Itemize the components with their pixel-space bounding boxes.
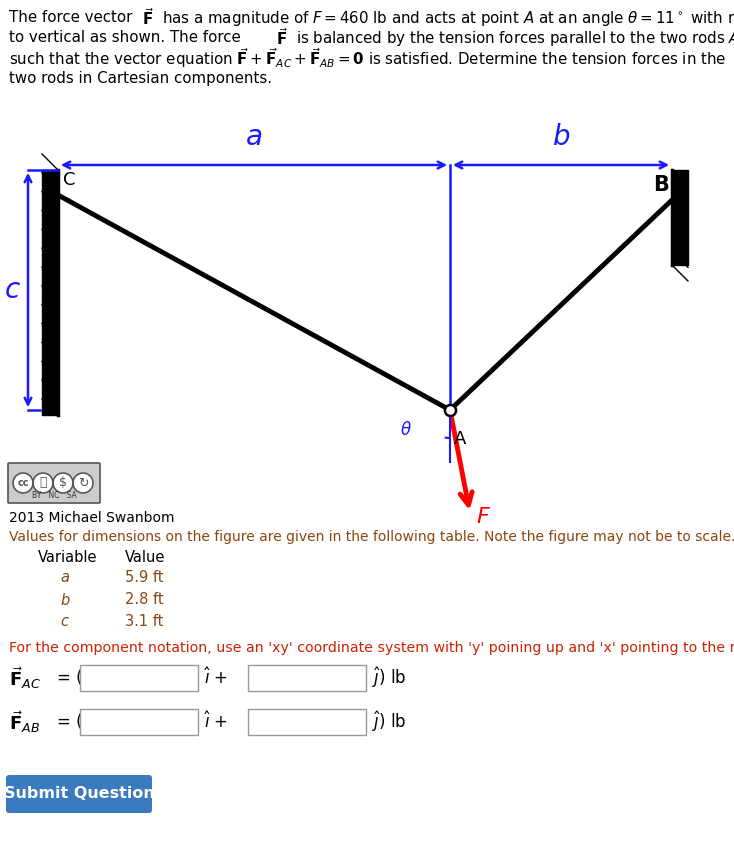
- Circle shape: [73, 473, 93, 493]
- Text: $\hat{\jmath}$) lb: $\hat{\jmath}$) lb: [372, 665, 407, 690]
- Text: C: C: [63, 171, 76, 189]
- Text: such that the vector equation $\vec{\mathbf{F}} + \vec{\mathbf{F}}_{AC} + \vec{\: such that the vector equation $\vec{\mat…: [9, 46, 726, 70]
- Text: $\vec{\mathbf{F}}$: $\vec{\mathbf{F}}$: [142, 8, 154, 28]
- Circle shape: [33, 473, 53, 493]
- FancyBboxPatch shape: [8, 463, 100, 503]
- Text: 5.9 ft: 5.9 ft: [125, 571, 164, 585]
- Text: 2013 Michael Swanbom: 2013 Michael Swanbom: [9, 511, 175, 525]
- Text: For the component notation, use an 'xy' coordinate system with 'y' poining up an: For the component notation, use an 'xy' …: [9, 641, 734, 655]
- Text: has a magnitude of $F = 460$ lb and acts at point $A$ at an angle $\theta = 11^\: has a magnitude of $F = 460$ lb and acts…: [162, 9, 734, 27]
- Bar: [248, 709, 366, 735]
- Circle shape: [13, 473, 33, 493]
- Text: $: $: [59, 476, 67, 490]
- Text: B: B: [653, 175, 669, 195]
- Text: is balanced by the tension forces parallel to the two rods $AC$ and $AB$: is balanced by the tension forces parall…: [296, 28, 734, 48]
- Bar: [80, 709, 198, 735]
- Text: $\theta$: $\theta$: [400, 421, 412, 439]
- Text: $\hat{\jmath}$) lb: $\hat{\jmath}$) lb: [372, 710, 407, 734]
- Text: $c$: $c$: [4, 276, 21, 304]
- Text: A: A: [454, 430, 466, 448]
- Text: The force vector: The force vector: [9, 10, 132, 26]
- Text: = (: = (: [57, 713, 82, 731]
- Text: 2.8 ft: 2.8 ft: [125, 592, 164, 607]
- Text: $\hat{\imath}$ +: $\hat{\imath}$ +: [204, 668, 228, 688]
- Text: BY   NC   SA: BY NC SA: [32, 492, 76, 500]
- Text: to vertical as shown. The force: to vertical as shown. The force: [9, 31, 241, 45]
- Text: $b$: $b$: [552, 123, 570, 151]
- Text: $a$: $a$: [245, 123, 263, 151]
- Text: cc: cc: [18, 478, 29, 488]
- Bar: [248, 665, 366, 691]
- Text: ⓘ: ⓘ: [39, 476, 47, 490]
- Text: Value: Value: [125, 550, 165, 566]
- Text: $a$: $a$: [60, 571, 70, 585]
- Text: $F$: $F$: [476, 507, 491, 527]
- Text: $\vec{\mathbf{F}}_{AC}$: $\vec{\mathbf{F}}_{AC}$: [9, 665, 41, 691]
- FancyBboxPatch shape: [6, 775, 152, 813]
- Text: ↻: ↻: [78, 476, 88, 490]
- Bar: [80, 665, 198, 691]
- Text: $c$: $c$: [60, 614, 70, 630]
- Text: Variable: Variable: [38, 550, 98, 566]
- Text: $b$: $b$: [59, 592, 70, 608]
- Text: $\vec{\mathbf{F}}$: $\vec{\mathbf{F}}$: [276, 27, 288, 49]
- Text: two rods in Cartesian components.: two rods in Cartesian components.: [9, 71, 272, 85]
- Text: = (: = (: [57, 669, 82, 687]
- Text: $\vec{\mathbf{F}}_{AB}$: $\vec{\mathbf{F}}_{AB}$: [9, 709, 40, 735]
- Text: Submit Question: Submit Question: [4, 786, 154, 802]
- Text: Values for dimensions on the figure are given in the following table. Note the f: Values for dimensions on the figure are …: [9, 530, 734, 544]
- Text: $\hat{\imath}$ +: $\hat{\imath}$ +: [204, 711, 228, 732]
- Text: 3.1 ft: 3.1 ft: [125, 614, 164, 630]
- Circle shape: [53, 473, 73, 493]
